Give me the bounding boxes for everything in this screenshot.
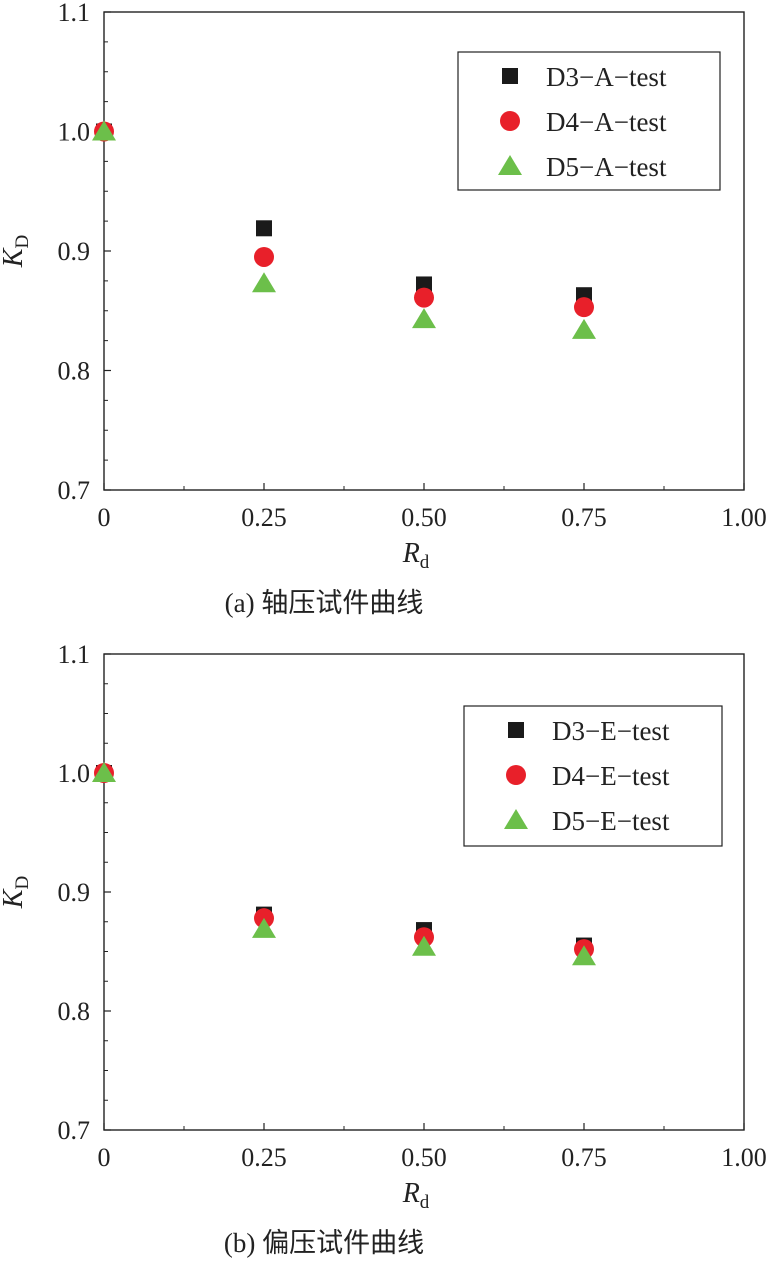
legend-marker-circle [500, 111, 520, 131]
legend-label: D5−A−test [546, 152, 667, 182]
legend-label: D4−A−test [546, 107, 667, 137]
legend-marker-circle [506, 765, 526, 785]
figure-caption: (a) 轴压试件曲线 [225, 588, 424, 618]
data-point-triangle [92, 120, 116, 141]
data-point-circle [414, 287, 434, 308]
legend-marker-square [502, 68, 518, 84]
y-tick-label: 0.8 [58, 357, 91, 386]
x-axis-label: Rd [402, 1178, 430, 1213]
data-point-triangle [572, 318, 596, 339]
x-tick-label: 0 [98, 1143, 111, 1172]
x-tick-label: 0.25 [241, 503, 287, 532]
data-point-triangle [412, 308, 436, 329]
y-tick-label: 0.7 [58, 1116, 91, 1145]
x-tick-label: 1.00 [721, 503, 767, 532]
y-tick-label: 0.9 [58, 878, 91, 907]
y-tick-label: 0.7 [58, 476, 91, 505]
x-tick-label: 0 [98, 503, 111, 532]
legend-marker-triangle [504, 809, 528, 829]
data-point-triangle [412, 935, 436, 956]
chart-svg: 0.7 0.8 0.9 1.0 1.1 0 0.25 0.50 0.75 1.00 Rd KD D3−E… [0, 640, 767, 1258]
y-axis-label: KD [0, 876, 33, 909]
chart-svg: 0.7 0.8 0.9 1.0 1.1 0 0.25 0.50 0.75 1.00 Rd KD D3−A… [0, 0, 767, 618]
y-tick-label: 1.0 [58, 759, 91, 788]
y-tick-label: 1.1 [58, 0, 91, 27]
data-point-triangle [252, 917, 276, 938]
legend-label: D3−E−test [552, 716, 670, 746]
x-tick-label: 0.25 [241, 1143, 287, 1172]
legend-marker-square [508, 722, 524, 738]
figure-caption: (b) 偏压试件曲线 [224, 1228, 424, 1258]
x-tick-label: 0.50 [401, 503, 447, 532]
y-tick-label: 0.9 [58, 237, 91, 266]
y-tick-label: 0.8 [58, 997, 91, 1026]
y-axis-label: KD [0, 235, 33, 268]
chart-panel-a: 0.7 0.8 0.9 1.0 1.1 0 0.25 0.50 0.75 1.00 Rd KD D3−A… [0, 0, 771, 626]
data-point-triangle [92, 762, 116, 782]
legend-label: D4−E−test [552, 761, 670, 791]
x-tick-label: 0.50 [401, 1143, 447, 1172]
x-tick-label: 0.75 [561, 1143, 607, 1172]
data-point-circle [574, 297, 594, 318]
y-tick-label: 1.0 [58, 118, 91, 147]
data-point-triangle [252, 272, 276, 293]
data-point-square [256, 220, 272, 237]
data-point-circle [254, 246, 274, 267]
x-tick-label: 1.00 [721, 1143, 767, 1172]
chart-panel-b: 0.7 0.8 0.9 1.0 1.1 0 0.25 0.50 0.75 1.00 Rd KD D3−E… [0, 640, 771, 1266]
legend-marker-triangle [498, 155, 522, 175]
data-point-triangle [572, 945, 596, 966]
y-tick-label: 1.1 [58, 640, 91, 669]
x-axis-label: Rd [402, 538, 430, 573]
legend-label: D3−A−test [546, 62, 667, 92]
legend-label: D5−E−test [552, 806, 670, 836]
x-tick-label: 0.75 [561, 503, 607, 532]
